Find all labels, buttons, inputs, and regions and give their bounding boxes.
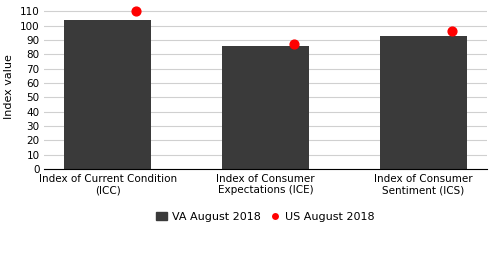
Point [290, 42, 298, 47]
Bar [64, 20, 151, 169]
Bar [222, 46, 309, 169]
Point [132, 9, 140, 14]
Y-axis label: Index value: Index value [4, 54, 14, 119]
Bar [380, 36, 467, 169]
Legend: VA August 2018, US August 2018: VA August 2018, US August 2018 [152, 207, 379, 226]
Point [448, 29, 456, 34]
